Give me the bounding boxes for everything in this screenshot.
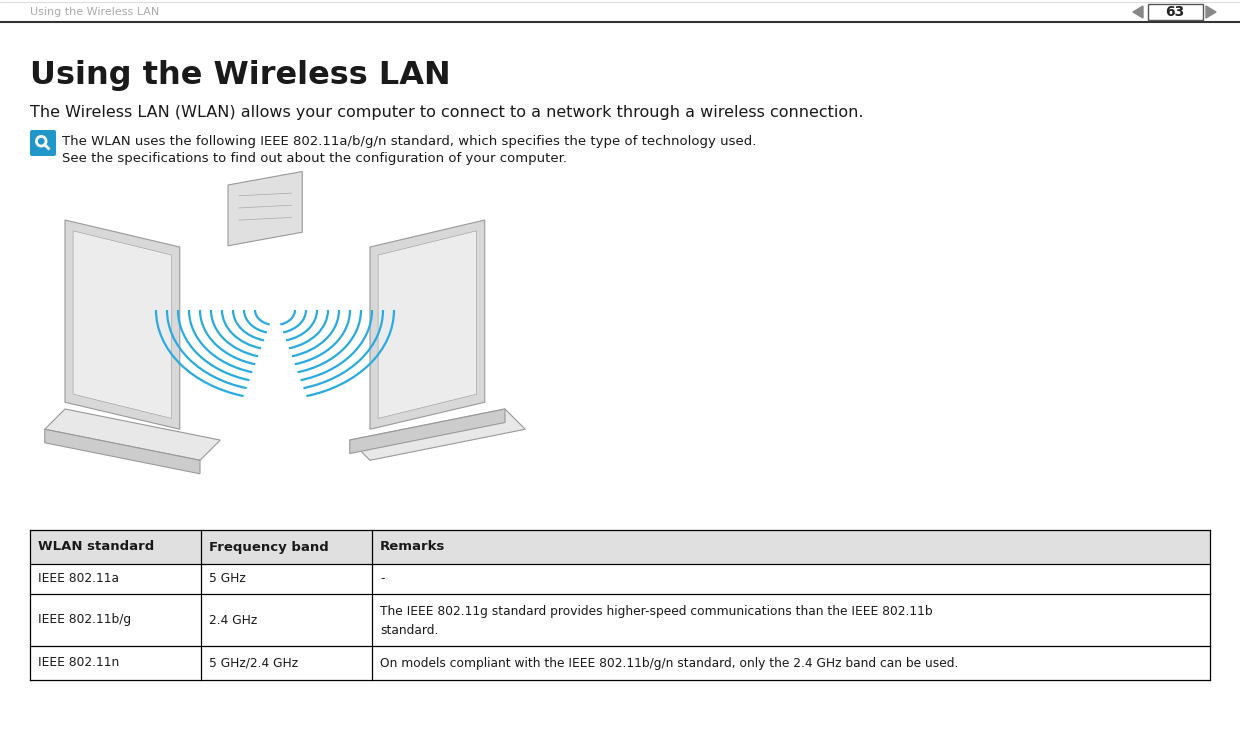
Polygon shape [45,409,221,460]
Bar [30,646,1210,680]
Text: Using the Wireless LAN: Using the Wireless LAN [30,7,159,17]
Text: standard.: standard. [379,623,439,636]
Text: 5 GHz: 5 GHz [210,572,246,585]
Bar [30,564,1210,594]
Bar [30,530,1210,564]
FancyBboxPatch shape [30,130,56,156]
Polygon shape [228,171,303,246]
Text: The Wireless LAN (WLAN) allows your computer to connect to a network through a w: The Wireless LAN (WLAN) allows your comp… [30,105,863,120]
Text: Using the Wireless LAN: Using the Wireless LAN [30,60,451,91]
Text: IEEE 802.11a: IEEE 802.11a [38,572,119,585]
Polygon shape [1133,6,1143,18]
Text: Remarks: Remarks [379,540,445,553]
Polygon shape [1207,6,1216,18]
Polygon shape [64,220,180,429]
Text: 63: 63 [1166,5,1184,19]
Text: See the specifications to find out about the configuration of your computer.: See the specifications to find out about… [62,152,567,165]
Text: Frequency band: Frequency band [210,540,329,553]
Polygon shape [350,409,505,453]
Text: The IEEE 802.11g standard provides higher-speed communications than the IEEE 802: The IEEE 802.11g standard provides highe… [379,606,932,618]
Text: 5 GHz/2.4 GHz: 5 GHz/2.4 GHz [210,657,298,669]
Text: WLAN standard: WLAN standard [38,540,154,553]
Polygon shape [45,429,200,474]
Polygon shape [350,409,526,460]
Polygon shape [370,220,485,429]
Text: IEEE 802.11b/g: IEEE 802.11b/g [38,614,131,626]
Text: On models compliant with the IEEE 802.11b/g/n standard, only the 2.4 GHz band ca: On models compliant with the IEEE 802.11… [379,657,959,669]
Polygon shape [378,231,476,418]
Bar [30,594,1210,646]
Text: The WLAN uses the following IEEE 802.11a/b/g/n standard, which specifies the typ: The WLAN uses the following IEEE 802.11a… [62,135,756,148]
Polygon shape [73,231,171,418]
Text: -: - [379,572,384,585]
Text: 2.4 GHz: 2.4 GHz [210,614,257,626]
Text: IEEE 802.11n: IEEE 802.11n [38,657,119,669]
